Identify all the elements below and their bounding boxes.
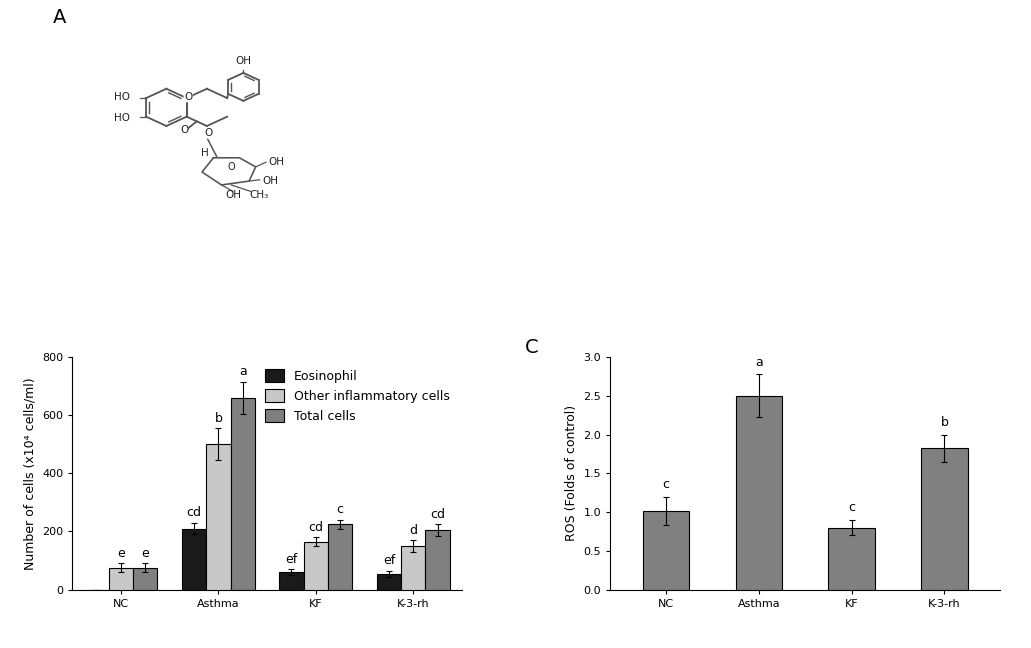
Text: OH: OH (269, 157, 285, 167)
Text: H: H (201, 148, 209, 157)
Bar (328, 524, 353, 590)
Text: a: a (755, 356, 763, 369)
Text: c: c (849, 502, 855, 515)
Y-axis label: Number of cells (x10⁴ cells/ml): Number of cells (x10⁴ cells/ml) (24, 377, 36, 570)
Legend: Eosinophil, Other inflammatory cells, Total cells: Eosinophil, Other inflammatory cells, To… (259, 363, 456, 429)
Text: O: O (180, 125, 189, 135)
Bar (376, 573, 401, 590)
Text: O: O (204, 128, 212, 138)
Text: HO: HO (113, 92, 130, 102)
Bar (231, 398, 255, 590)
Text: a: a (239, 365, 246, 378)
Bar (133, 568, 158, 590)
Text: e: e (141, 547, 149, 560)
Text: OH: OH (225, 191, 241, 200)
Text: cd: cd (308, 521, 324, 534)
Text: OH: OH (262, 176, 278, 186)
Text: c: c (662, 478, 669, 491)
Text: d: d (409, 524, 418, 537)
Y-axis label: ROS (Folds of control): ROS (Folds of control) (565, 405, 577, 541)
Text: b: b (940, 416, 949, 429)
Bar (401, 546, 426, 590)
Text: O: O (185, 92, 193, 102)
Bar (735, 396, 781, 590)
Text: C: C (525, 338, 538, 357)
Bar (426, 530, 450, 590)
Bar (304, 542, 328, 590)
Bar (181, 529, 206, 590)
Bar (206, 445, 231, 590)
Text: CH₃: CH₃ (250, 191, 268, 200)
Bar (828, 527, 874, 590)
Text: e: e (118, 547, 125, 560)
Text: cd: cd (187, 506, 201, 519)
Text: c: c (337, 503, 343, 516)
Text: ef: ef (383, 554, 395, 567)
Bar (921, 448, 967, 590)
Bar (279, 572, 304, 590)
Text: A: A (53, 8, 66, 27)
Bar (108, 568, 133, 590)
Text: OH: OH (235, 56, 252, 67)
Text: O: O (228, 162, 235, 172)
Text: HO: HO (113, 113, 130, 123)
Text: cd: cd (430, 508, 445, 521)
Text: b: b (214, 411, 223, 424)
Bar (642, 511, 689, 590)
Text: ef: ef (286, 553, 298, 566)
